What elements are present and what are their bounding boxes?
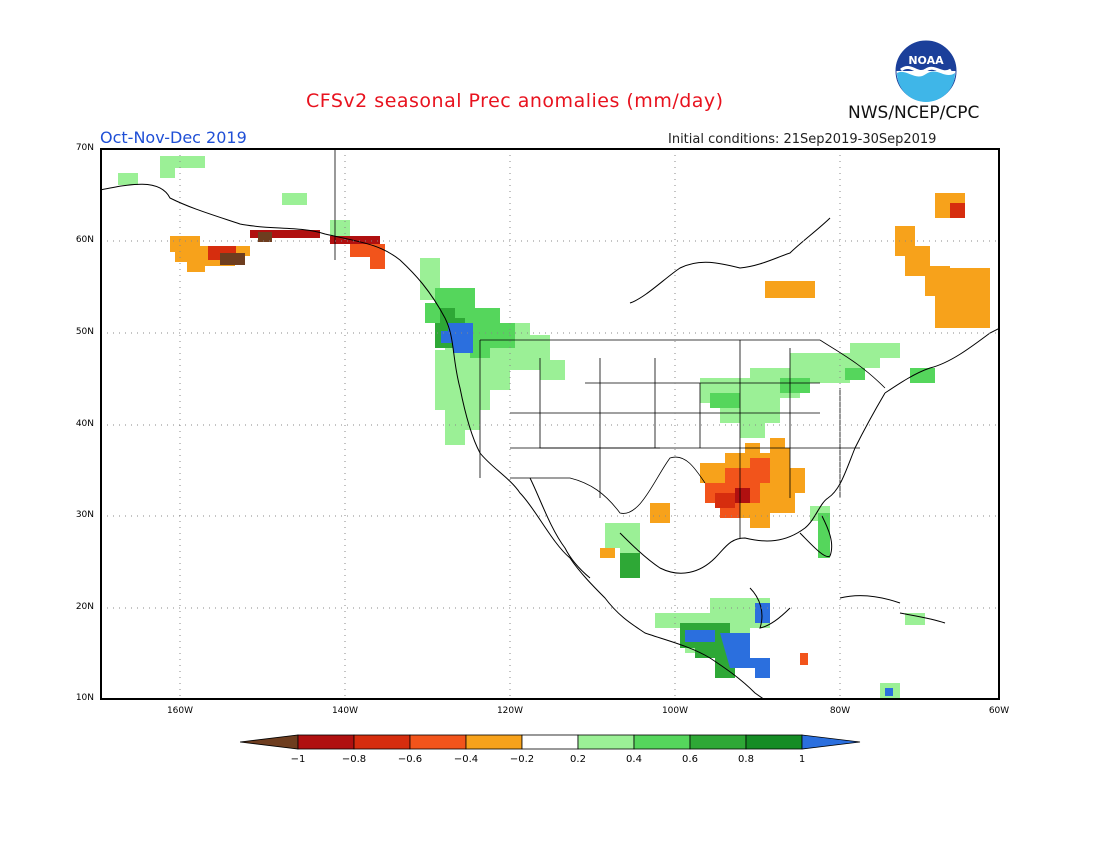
coastlines [100,183,1000,700]
lat-label-50n: 50N [75,327,94,337]
legend-tick-label: −1 [291,754,306,765]
precip-anomaly-map: 70N 60N 50N 40N 30N 20N 10N [100,148,1000,700]
color-legend: −1 −0.8 −0.6 −0.4 −0.2 0.2 0.4 0.6 0.8 1 [240,734,861,765]
initial-conditions-label: Initial conditions: 21Sep2019-30Sep2019 [668,132,937,147]
political-borders [334,150,886,538]
anomaly-patch [715,493,735,508]
legend-tick-label: 0.2 [570,754,586,765]
lon-label-160w: 160W [166,706,194,716]
anomaly-patch [845,368,865,380]
lat-label-30n: 30N [75,510,94,520]
legend-swatch [409,734,467,750]
noaa-logo: NOAA [895,40,957,102]
legend-arrow-low [240,734,299,750]
legend-swatch [465,734,523,750]
coastline [529,477,591,579]
lat-label-20n: 20N [75,602,94,612]
legend-swatch [353,734,411,750]
coastline [629,217,831,304]
anomaly-patch [620,553,640,578]
anomaly-patch [160,156,205,178]
lat-label-70n: 70N [75,143,94,153]
map-title: CFSv2 seasonal Prec anomalies (mm/day) [306,90,724,112]
anomaly-patch [258,232,272,242]
legend-swatch [297,734,355,750]
anomaly-patch [800,653,808,665]
lat-label-40n: 40N [75,419,94,429]
legend-tick-label: 0.4 [626,754,642,765]
legend-tick-label: −0.6 [398,754,422,765]
lat-label-60n: 60N [75,235,94,245]
lat-label-10n: 10N [75,693,94,703]
anomaly-patch [950,203,965,218]
noaa-logo-text: NOAA [908,54,944,67]
map-frame [100,148,1000,700]
legend-tick-label: −0.8 [342,754,366,765]
coastline [619,392,886,574]
lon-label-120w: 120W [496,706,524,716]
agency-label: NWS/NCEP/CPC [848,103,980,123]
anomaly-patch [720,633,770,678]
anomaly-patch [910,368,935,383]
coastline [884,327,1000,394]
anomaly-patch [780,378,810,393]
coastline [839,595,901,604]
anomaly-patch [350,244,385,269]
anomaly-patch [765,281,815,298]
lon-label-140w: 140W [331,706,359,716]
anomaly-patches [118,156,990,698]
legend-tick-label: −0.2 [510,754,534,765]
coastline [899,612,946,624]
legend-swatch [745,734,803,750]
lon-label-100w: 100W [661,706,689,716]
legend-tick-label: −0.4 [454,754,478,765]
coastline [749,587,791,629]
anomaly-patch [685,630,715,642]
anomaly-patch [818,513,830,558]
anomaly-patch [885,688,893,696]
coastline [799,515,833,558]
legend-tick-label: 0.6 [682,754,698,765]
anomaly-patch [735,488,750,503]
lon-label-80w: 80W [829,706,851,716]
season-label: Oct-Nov-Dec 2019 [100,128,247,147]
legend-swatch [521,734,579,750]
legend-tick-label: 0.8 [738,754,754,765]
coastline [100,183,766,700]
anomaly-patch [118,173,138,185]
anomaly-patch [282,193,307,205]
anomaly-patch [935,268,990,328]
anomaly-patch [755,603,770,623]
anomaly-patch [220,253,245,265]
anomaly-patch [441,323,473,353]
legend-tick-label: 1 [799,754,805,765]
anomaly-patch [600,548,615,558]
border [510,456,706,514]
border [819,339,886,389]
legend-swatch [689,734,747,750]
lon-label-60w: 60W [988,706,1010,716]
anomaly-patch [710,393,740,408]
legend-arrow-high [801,734,861,750]
anomaly-patch [650,503,670,523]
legend-swatch [633,734,691,750]
legend-swatch [577,734,635,750]
anomaly-patch [905,613,925,625]
